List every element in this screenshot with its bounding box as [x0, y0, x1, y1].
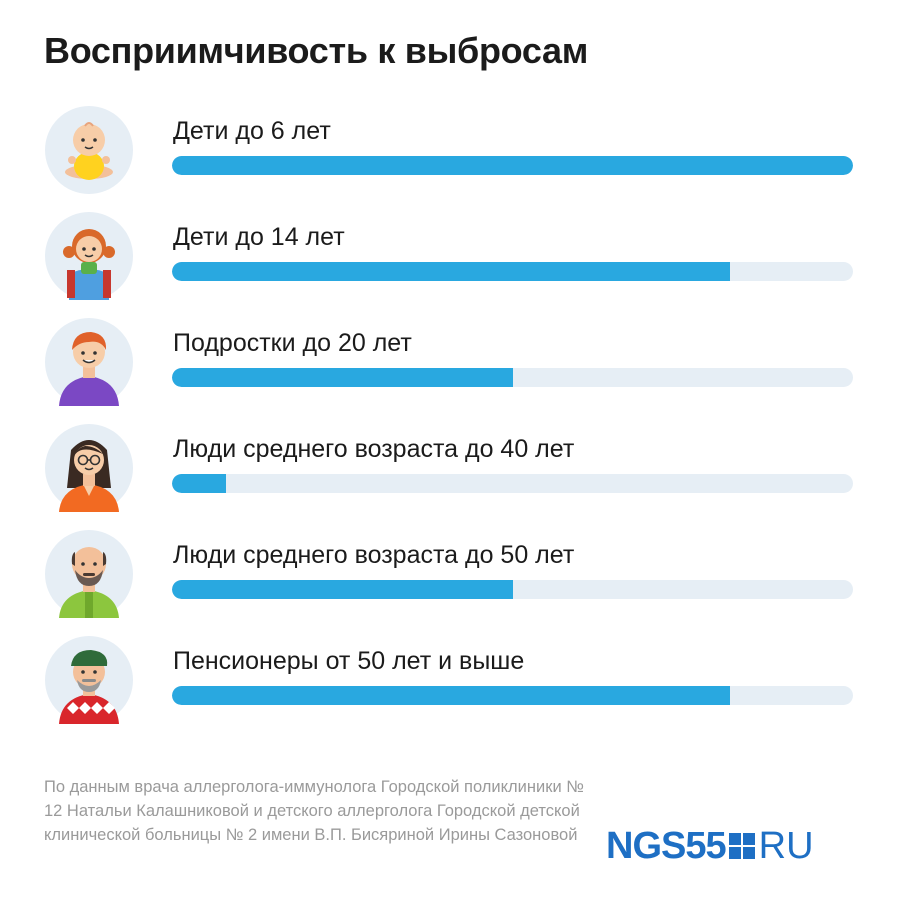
bar-row: Подростки до 20 лет	[0, 318, 900, 424]
bar-label: Пенсионеры от 50 лет и выше	[173, 647, 525, 675]
old-man-cap-icon	[45, 636, 133, 724]
bar-row: Люди среднего возраста до 50 лет	[0, 530, 900, 636]
bar-track	[172, 580, 853, 599]
bar-label: Дети до 14 лет	[173, 223, 345, 251]
woman-glasses-icon	[45, 424, 133, 512]
bar-row: Люди среднего возраста до 40 лет	[0, 424, 900, 530]
bar-row: Пенсионеры от 50 лет и выше	[0, 636, 900, 742]
bar-track	[172, 474, 853, 493]
bar-fill	[172, 686, 731, 705]
bar-track	[172, 368, 853, 387]
bar-label: Подростки до 20 лет	[173, 329, 412, 357]
bar-fill	[172, 368, 513, 387]
girl-icon	[45, 212, 133, 300]
bar-fill	[172, 262, 731, 281]
source-note: По данным врача аллерголога-иммунолога Г…	[44, 778, 584, 844]
ngs55-logo: NGS55 RU	[606, 824, 814, 867]
bar-label: Дети до 6 лет	[173, 117, 331, 145]
bar-track	[172, 262, 853, 281]
bar-row: Дети до 14 лет	[0, 212, 900, 318]
bar-track	[172, 156, 853, 175]
logo-text-left: NGS55	[606, 824, 727, 867]
bar-fill	[172, 156, 853, 175]
bald-man-beard-icon	[45, 530, 133, 618]
teenager-icon	[45, 318, 133, 406]
baby-icon	[45, 106, 133, 194]
bar-label: Люди среднего возраста до 50 лет	[173, 541, 575, 569]
logo-dot-icon	[728, 833, 755, 859]
bar-track	[172, 686, 853, 705]
bar-row: Дети до 6 лет	[0, 106, 900, 212]
bar-fill	[172, 580, 513, 599]
logo-text-right: RU	[758, 824, 814, 867]
bar-label: Люди среднего возраста до 40 лет	[173, 435, 575, 463]
bar-fill	[172, 474, 227, 493]
chart-title: Восприимчивость к выбросам	[44, 30, 589, 71]
